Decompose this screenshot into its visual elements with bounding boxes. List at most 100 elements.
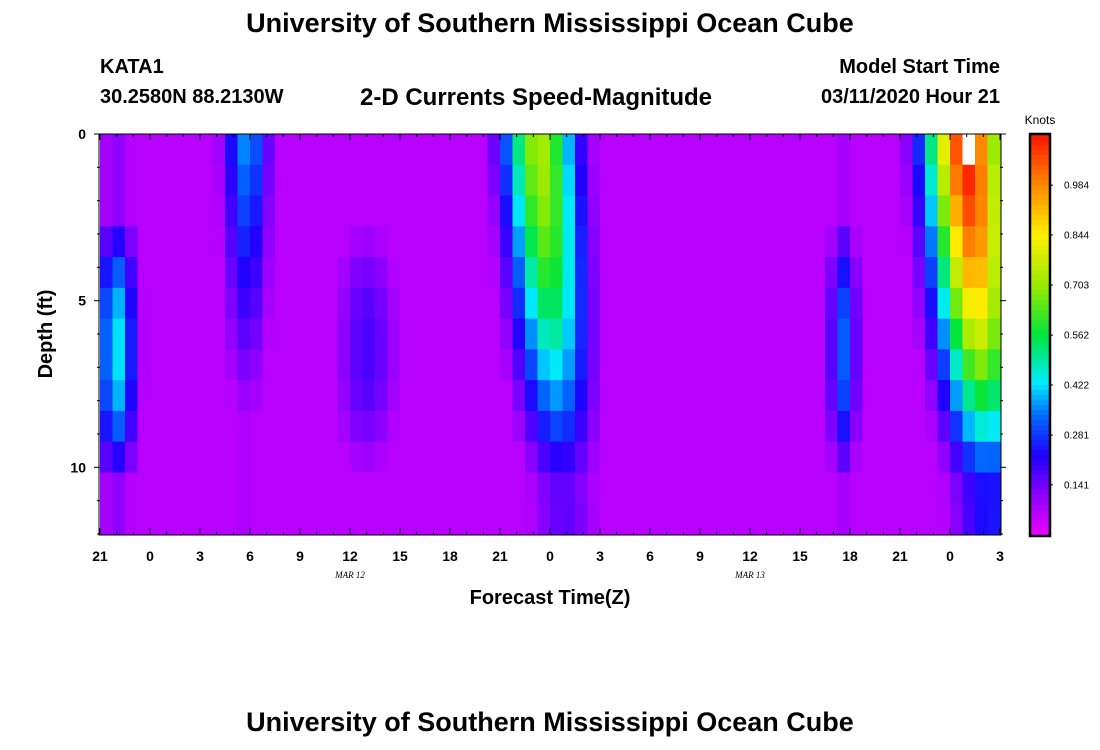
heatmap-cell — [337, 226, 351, 258]
heatmap-cell — [687, 441, 701, 474]
heatmap-cell — [187, 441, 201, 474]
heatmap-cell — [637, 226, 651, 258]
heatmap-cell — [825, 257, 839, 289]
heatmap-cell — [750, 257, 764, 289]
heatmap-cell — [137, 380, 151, 412]
heatmap-cell — [625, 380, 639, 412]
heatmap-cell — [962, 410, 976, 443]
heatmap-cell — [400, 441, 414, 474]
heatmap-cell — [200, 318, 214, 350]
heatmap-cell — [575, 380, 589, 412]
heatmap-cell — [950, 226, 964, 258]
heatmap-cell — [700, 134, 714, 166]
heatmap-cell — [862, 195, 876, 227]
heatmap-cell — [137, 226, 151, 258]
heatmap-cell — [262, 226, 276, 258]
colorbar-segment — [1031, 525, 1049, 531]
heatmap-cell — [762, 134, 776, 166]
heatmap-cell — [937, 257, 951, 289]
heatmap-cell — [137, 503, 151, 535]
heatmap-cell — [712, 195, 726, 227]
colorbar-units-label: Knots — [1025, 113, 1056, 127]
heatmap-cell — [812, 380, 826, 412]
heatmap-cell — [850, 195, 864, 227]
colorbar-segment — [1031, 350, 1049, 356]
heatmap-cell — [250, 257, 264, 289]
colorbar-segment — [1031, 265, 1049, 271]
heatmap-cell — [937, 226, 951, 258]
heatmap-cell — [100, 349, 114, 381]
heatmap-cell — [137, 134, 151, 166]
colorbar-segment — [1031, 300, 1049, 306]
heatmap-cell — [837, 164, 851, 197]
heatmap-cell — [912, 318, 926, 350]
heatmap-cell — [187, 287, 201, 320]
heatmap-cell — [662, 503, 676, 535]
heatmap-cell — [387, 164, 401, 197]
colorbar-segment — [1031, 220, 1049, 226]
colorbar-segment — [1031, 500, 1049, 506]
heatmap-cell — [112, 134, 126, 166]
heatmap-cell — [137, 257, 151, 289]
heatmap-cell — [687, 503, 701, 535]
heatmap-cell — [850, 410, 864, 443]
heatmap-cell — [387, 226, 401, 258]
heatmap-cell — [537, 503, 551, 535]
heatmap-cell — [100, 441, 114, 474]
heatmap-cell — [537, 257, 551, 289]
heatmap-cell — [650, 349, 664, 381]
heatmap-cell — [162, 195, 176, 227]
heatmap-cell — [987, 287, 1001, 320]
heatmap-cell — [950, 349, 964, 381]
heatmap-cell — [350, 257, 364, 289]
heatmap-cell — [762, 410, 776, 443]
heatmap-cell — [675, 380, 689, 412]
heatmap-cell — [350, 503, 364, 535]
heatmap-cell — [512, 503, 526, 535]
heatmap-cell — [637, 134, 651, 166]
heatmap-cell — [675, 410, 689, 443]
colorbar-segment — [1031, 160, 1049, 166]
heatmap-cell — [862, 410, 876, 443]
heatmap-cell — [837, 134, 851, 166]
heatmap-cell — [150, 318, 164, 350]
heatmap-cell — [762, 287, 776, 320]
heatmap-cell — [137, 164, 151, 197]
heatmap-cell — [350, 349, 364, 381]
colorbar-tick-label: 0.281 — [1064, 431, 1089, 442]
heatmap-cell — [550, 472, 564, 504]
heatmap-cell — [650, 318, 664, 350]
heatmap-cell — [662, 257, 676, 289]
heatmap-cell — [112, 287, 126, 320]
heatmap-cell — [687, 257, 701, 289]
heatmap-cell — [300, 380, 314, 412]
heatmap-cell — [187, 257, 201, 289]
colorbar-segment — [1031, 140, 1049, 146]
colorbar-segment — [1031, 290, 1049, 296]
heatmap-cell — [137, 441, 151, 474]
colorbar-segment — [1031, 205, 1049, 211]
colorbar-tick-label: 0.703 — [1064, 281, 1089, 292]
x-tick-label: 21 — [492, 548, 508, 564]
heatmap-cell — [712, 257, 726, 289]
heatmap-cell — [200, 380, 214, 412]
heatmap-cell — [575, 349, 589, 381]
heatmap-cell — [887, 195, 901, 227]
heatmap-cell — [437, 503, 451, 535]
heatmap-cell — [837, 472, 851, 504]
heatmap-cell — [400, 195, 414, 227]
heatmap-cell — [612, 472, 626, 504]
heatmap-cell — [500, 380, 514, 412]
heatmap-cell — [337, 503, 351, 535]
heatmap-cell — [750, 441, 764, 474]
colorbar-segment — [1031, 425, 1049, 431]
heatmap-cell — [362, 226, 376, 258]
heatmap-cell — [625, 472, 639, 504]
heatmap-cell — [125, 164, 139, 197]
heatmap-cell — [175, 441, 189, 474]
heatmap-cell — [425, 134, 439, 166]
heatmap-cell — [562, 257, 576, 289]
colorbar-segment — [1031, 245, 1049, 251]
heatmap-cell — [762, 380, 776, 412]
